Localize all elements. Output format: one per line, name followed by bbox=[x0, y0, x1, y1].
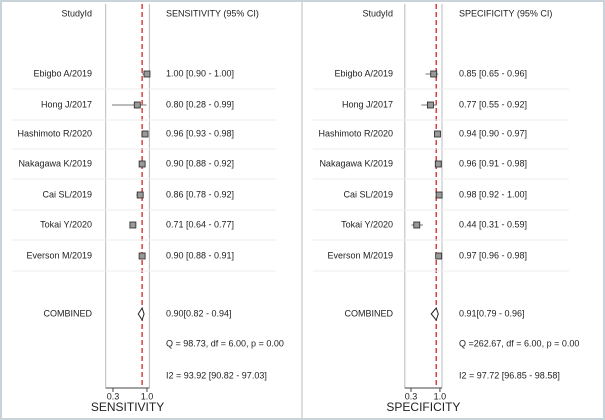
x-tick-label: 1.0 bbox=[141, 391, 154, 401]
study-name: Nakagawa K/2019 bbox=[319, 158, 393, 168]
point-estimate bbox=[133, 101, 141, 109]
point-estimate bbox=[435, 252, 443, 260]
point-estimate bbox=[129, 221, 137, 229]
study-name: Cai SL/2019 bbox=[42, 189, 92, 199]
combined-value-label: 0.91[0.79 - 0.96] bbox=[459, 308, 525, 318]
value-label: 0.85 [0.65 - 0.96] bbox=[459, 68, 527, 78]
point-estimate bbox=[434, 130, 441, 138]
point-estimate bbox=[430, 70, 438, 78]
study-name: Nakagawa K/2019 bbox=[18, 158, 92, 168]
value-label: 0.96 [0.91 - 0.98] bbox=[459, 158, 527, 168]
point-estimate bbox=[435, 191, 443, 199]
study-name: Hong J/2017 bbox=[342, 99, 393, 109]
combined-diamond bbox=[430, 306, 439, 322]
point-estimate bbox=[141, 130, 149, 138]
heterogeneity: Q =262.67, df = 6.00, p = 0.00 bbox=[459, 338, 579, 348]
study-name: Hashimoto R/2020 bbox=[318, 128, 393, 138]
study-name: Hashimoto R/2020 bbox=[17, 128, 92, 138]
study-name: Tokai Y/2020 bbox=[341, 219, 393, 229]
value-label: 0.90 [0.88 - 0.92] bbox=[166, 158, 234, 168]
point-estimate bbox=[138, 160, 146, 168]
study-name: Tokai Y/2020 bbox=[40, 219, 92, 229]
x-tick-label: 0.3 bbox=[107, 391, 120, 401]
point-estimate bbox=[427, 101, 434, 109]
point-estimate bbox=[138, 252, 146, 260]
heterogeneity: Q = 98.73, df = 6.00, p = 0.00 bbox=[166, 338, 284, 348]
point-estimate bbox=[434, 160, 442, 168]
value-label: 0.96 [0.93 - 0.98] bbox=[166, 128, 234, 138]
combined-label: COMBINED bbox=[43, 308, 92, 318]
study-name: Cai SL/2019 bbox=[343, 189, 393, 199]
x-tick-label: 0.3 bbox=[405, 391, 418, 401]
value-label: 0.44 [0.31 - 0.59] bbox=[459, 219, 527, 229]
column-header: StudyId bbox=[362, 8, 393, 18]
study-name: Everson M/2019 bbox=[26, 250, 92, 260]
point-estimate bbox=[136, 191, 144, 199]
value-label: 0.80 [0.28 - 0.99] bbox=[166, 99, 234, 109]
column-header: StudyId bbox=[61, 8, 92, 18]
combined-label: COMBINED bbox=[344, 308, 393, 318]
x-axis-title: SPECIFICITY bbox=[386, 400, 460, 414]
column-header: SPECIFICITY (95% CI) bbox=[459, 8, 552, 18]
value-label: 0.86 [0.78 - 0.92] bbox=[166, 189, 234, 199]
inconsistency: I2 = 93.92 [90.82 - 97.03] bbox=[166, 370, 267, 380]
inconsistency: I2 = 97.72 [96.85 - 98.58] bbox=[459, 370, 560, 380]
value-label: 0.90 [0.88 - 0.91] bbox=[166, 250, 234, 260]
combined-diamond bbox=[137, 306, 145, 322]
value-label: 1.00 [0.90 - 1.00] bbox=[166, 68, 234, 78]
study-name: Hong J/2017 bbox=[41, 99, 92, 109]
x-axis-title: SENSITIVITY bbox=[91, 400, 164, 414]
study-name: Everson M/2019 bbox=[327, 250, 393, 260]
x-tick-label: 1.0 bbox=[434, 391, 447, 401]
value-label: 0.71 [0.64 - 0.77] bbox=[166, 219, 234, 229]
study-name: Ebigbo A/2019 bbox=[33, 68, 92, 78]
value-label: 0.94 [0.90 - 0.97] bbox=[459, 128, 527, 138]
value-label: 0.97 [0.96 - 0.98] bbox=[459, 250, 527, 260]
study-name: Ebigbo A/2019 bbox=[334, 68, 393, 78]
column-header: SENSITIVITY (95% CI) bbox=[166, 8, 259, 18]
point-estimate bbox=[413, 221, 421, 229]
point-estimate bbox=[143, 70, 151, 78]
combined-value-label: 0.90[0.82 - 0.94] bbox=[166, 308, 232, 318]
value-label: 0.98 [0.92 - 1.00] bbox=[459, 189, 527, 199]
value-label: 0.77 [0.55 - 0.92] bbox=[459, 99, 527, 109]
